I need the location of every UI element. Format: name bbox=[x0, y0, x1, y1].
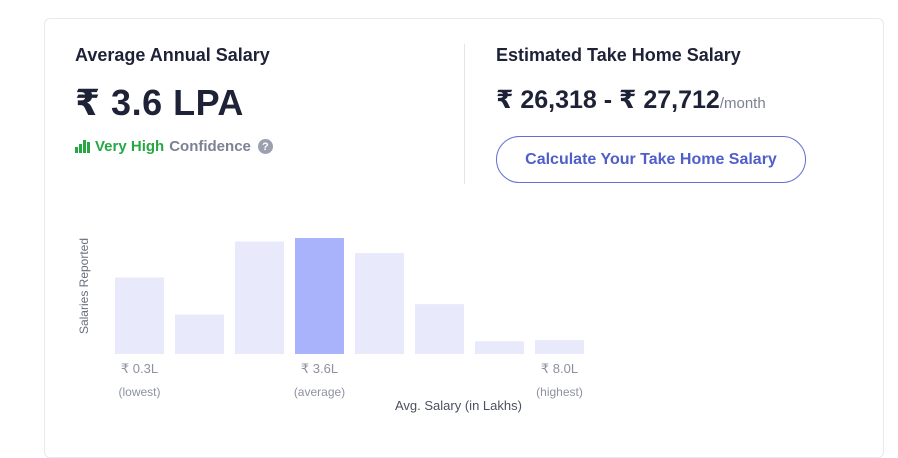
help-icon[interactable]: ? bbox=[257, 139, 273, 154]
bar-average bbox=[295, 238, 344, 354]
x-tick-2: ₹ 8.0L (highest) bbox=[520, 361, 600, 399]
x-tick-value: ₹ 0.3L bbox=[120, 361, 159, 376]
bar-7 bbox=[535, 340, 584, 354]
x-tick-note: (average) bbox=[293, 385, 346, 399]
bar-0 bbox=[115, 277, 164, 354]
x-tick-value: ₹ 3.6L bbox=[300, 361, 339, 376]
x-tick-note: (highest) bbox=[536, 385, 583, 399]
average-salary-label: Average Annual Salary bbox=[75, 45, 270, 65]
section-divider bbox=[464, 44, 465, 184]
salary-distribution-chart bbox=[115, 238, 584, 354]
bar-4 bbox=[355, 253, 404, 354]
x-tick-0: ₹ 0.3L (lowest) bbox=[100, 361, 180, 399]
x-tick-1: ₹ 3.6L (average) bbox=[280, 361, 360, 399]
bar-1 bbox=[175, 314, 224, 354]
x-tick-value: ₹ 8.0L bbox=[540, 361, 579, 376]
take-home-label: Estimated Take Home Salary bbox=[496, 45, 741, 65]
confidence-indicator: Very High Confidence ? bbox=[75, 138, 273, 155]
x-tick-note: (lowest) bbox=[118, 385, 161, 399]
take-home-range: ₹ 26,318 - ₹ 27,712/month bbox=[496, 85, 766, 115]
x-axis-label: Avg. Salary (in Lakhs) bbox=[395, 398, 522, 413]
calculate-take-home-button[interactable]: Calculate Your Take Home Salary bbox=[496, 136, 806, 183]
confidence-text: Confidence bbox=[169, 138, 251, 155]
bar-2 bbox=[235, 241, 284, 354]
bar-6 bbox=[475, 341, 524, 354]
take-home-amount: ₹ 26,318 - ₹ 27,712 bbox=[496, 86, 720, 114]
take-home-unit: /month bbox=[719, 95, 766, 112]
bar-5 bbox=[415, 304, 464, 354]
confidence-level: Very High bbox=[95, 138, 165, 155]
average-salary-value: ₹ 3.6 LPA bbox=[75, 82, 244, 123]
signal-bars-icon bbox=[75, 140, 90, 153]
